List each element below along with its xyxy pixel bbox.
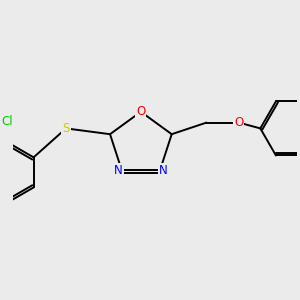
- Text: N: N: [159, 164, 168, 177]
- Text: N: N: [114, 164, 123, 177]
- Text: O: O: [136, 105, 146, 118]
- Text: O: O: [234, 116, 244, 129]
- Text: Cl: Cl: [2, 115, 13, 128]
- Text: S: S: [62, 122, 70, 135]
